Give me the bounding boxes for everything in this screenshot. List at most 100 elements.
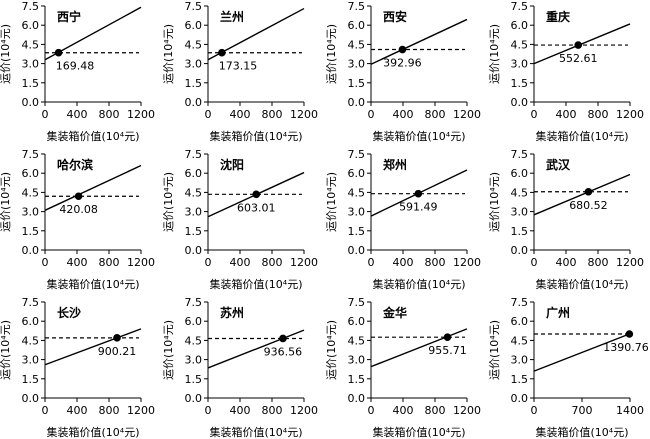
breakeven-point <box>74 192 83 201</box>
y-tick-label: 0.0 <box>185 244 203 257</box>
x-tick-label: 0 <box>531 256 538 269</box>
y-tick-label: 6.0 <box>348 19 366 32</box>
y-tick-label: 0.0 <box>185 392 203 405</box>
subplot-title: 西宁 <box>57 9 81 24</box>
subplot-8: 0.0 1.5 3.0 4.5 6.0 7.5 0 400 800 1200 680.52 武汉集装箱… <box>488 148 644 291</box>
subplot-title: 重庆 <box>546 9 570 24</box>
x-tick-label: 800 <box>99 404 120 417</box>
x-tick-label: 700 <box>572 404 593 417</box>
y-axis-title: 运价(10⁴元) <box>0 24 12 84</box>
subplot-1: 0.0 1.5 3.0 4.5 6.0 7.5 0 400 800 1200 169.48 西宁集装箱… <box>0 0 155 143</box>
y-tick-label: 1.5 <box>348 77 366 90</box>
y-tick-label: 4.5 <box>185 186 203 199</box>
y-tick-label: 3.0 <box>22 354 40 367</box>
y-tick-label: 3.0 <box>348 58 366 71</box>
point-value-label: 552.61 <box>559 52 598 65</box>
subplot-title: 沈阳 <box>220 157 244 172</box>
x-axis-title: 集装箱价值(10⁴元) <box>210 129 303 143</box>
x-tick-label: 400 <box>67 404 88 417</box>
y-tick-label: 0.0 <box>185 96 203 109</box>
point-value-label: 900.21 <box>98 345 137 358</box>
breakeven-point <box>398 45 407 54</box>
y-tick-label: 3.0 <box>185 206 203 219</box>
y-tick-label: 4.5 <box>348 186 366 199</box>
x-tick-label: 400 <box>67 256 88 269</box>
y-tick-label: 6.0 <box>185 167 203 180</box>
x-axis-title: 集装箱价值(10⁴元) <box>536 425 629 439</box>
y-tick-label: 6.0 <box>348 315 366 328</box>
breakeven-point <box>443 333 452 342</box>
y-tick-label: 7.5 <box>22 0 40 13</box>
x-tick-label: 800 <box>99 256 120 269</box>
x-tick-label: 0 <box>42 404 49 417</box>
x-tick-label: 0 <box>205 404 212 417</box>
y-tick-label: 0.0 <box>348 392 366 405</box>
point-value-label: 603.01 <box>237 201 276 214</box>
y-tick-label: 6.0 <box>511 315 529 328</box>
y-tick-label: 0.0 <box>348 244 366 257</box>
x-tick-label: 1400 <box>616 404 644 417</box>
subplot-title: 武汉 <box>546 157 571 172</box>
freight-line <box>370 18 468 65</box>
x-tick-label: 1200 <box>616 256 644 269</box>
point-value-label: 420.08 <box>59 203 98 216</box>
breakeven-point <box>279 334 287 343</box>
breakeven-point <box>584 187 593 196</box>
breakeven-point <box>414 189 423 198</box>
x-tick-label: 0 <box>368 404 375 417</box>
subplot-4: 0.0 1.5 3.0 4.5 6.0 7.5 0 400 800 1200 552.61 重庆集装箱… <box>488 0 644 143</box>
y-axis-title: 运价(10⁴元) <box>0 320 12 380</box>
y-tick-label: 7.5 <box>348 0 366 13</box>
x-tick-label: 800 <box>425 404 446 417</box>
x-axis-title: 集装箱价值(10⁴元) <box>536 129 629 143</box>
y-axis-title: 运价(10⁴元) <box>488 24 501 84</box>
x-tick-label: 400 <box>393 256 414 269</box>
y-tick-label: 7.5 <box>22 296 40 309</box>
point-value-label: 591.49 <box>399 201 438 214</box>
y-tick-label: 7.5 <box>511 0 529 13</box>
x-tick-label: 800 <box>425 108 446 121</box>
y-tick-label: 4.5 <box>511 38 529 51</box>
freight-line <box>370 328 468 368</box>
x-axis-title: 集装箱价值(10⁴元) <box>47 425 140 439</box>
y-tick-label: 3.0 <box>348 206 366 219</box>
subplot-11: 0.0 1.5 3.0 4.5 6.0 7.5 0 400 800 1200 955.71 金华集装箱… <box>325 296 481 439</box>
subplot-7: 0.0 1.5 3.0 4.5 6.0 7.5 0 400 800 1200 591.49 郑州集装箱… <box>325 148 481 291</box>
y-axis-title: 运价(10⁴元) <box>162 24 175 84</box>
y-tick-label: 4.5 <box>185 38 203 51</box>
x-axis-title: 集装箱价值(10⁴元) <box>536 277 629 291</box>
x-axis-title: 集装箱价值(10⁴元) <box>373 277 466 291</box>
x-tick-label: 400 <box>556 108 577 121</box>
y-tick-label: 1.5 <box>22 225 40 238</box>
y-tick-label: 6.0 <box>511 167 529 180</box>
x-axis-title: 集装箱价值(10⁴元) <box>47 277 140 291</box>
y-tick-label: 0.0 <box>22 392 40 405</box>
y-tick-label: 4.5 <box>22 334 40 347</box>
breakeven-point <box>252 190 261 199</box>
x-tick-label: 1200 <box>127 108 155 121</box>
y-tick-label: 7.5 <box>348 296 366 309</box>
y-tick-label: 3.0 <box>348 354 366 367</box>
freight-line <box>207 329 305 369</box>
y-tick-label: 1.5 <box>185 77 203 90</box>
y-tick-label: 1.5 <box>348 373 366 386</box>
y-tick-label: 1.5 <box>511 225 529 238</box>
x-tick-label: 1200 <box>616 108 644 121</box>
y-tick-label: 3.0 <box>185 354 203 367</box>
y-tick-label: 4.5 <box>511 334 529 347</box>
freight-line <box>44 164 142 211</box>
x-axis-title: 集装箱价值(10⁴元) <box>373 129 466 143</box>
subplot-title: 西安 <box>383 9 407 24</box>
y-tick-label: 6.0 <box>185 315 203 328</box>
x-tick-label: 1200 <box>127 256 155 269</box>
freight-line <box>533 23 631 65</box>
breakeven-point <box>54 48 63 57</box>
x-tick-label: 800 <box>425 256 446 269</box>
y-tick-label: 6.0 <box>348 167 366 180</box>
x-tick-label: 1200 <box>290 256 318 269</box>
y-tick-label: 7.5 <box>22 148 40 161</box>
subplot-10: 0.0 1.5 3.0 4.5 6.0 7.5 0 400 800 1200 936.56 苏州集装箱… <box>162 296 318 439</box>
y-tick-label: 1.5 <box>185 373 203 386</box>
breakeven-point <box>113 334 121 342</box>
x-tick-label: 1200 <box>453 256 481 269</box>
